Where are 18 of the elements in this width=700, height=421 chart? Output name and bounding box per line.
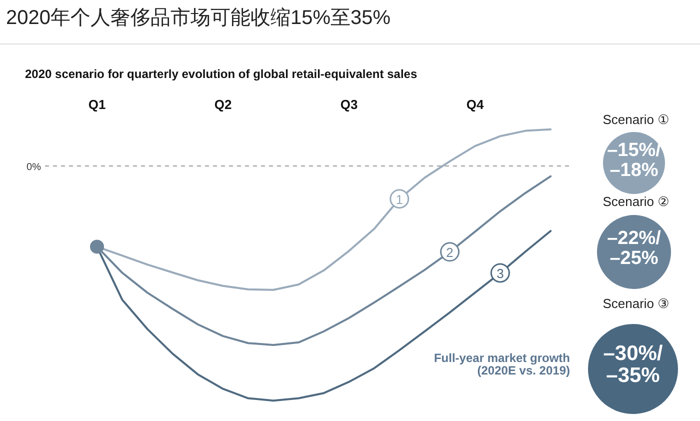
x-tick-label: Q3 (340, 97, 358, 112)
annotation: Full-year market growth (2020E vs. 2019) (434, 351, 570, 378)
text: Scenario ① (602, 112, 670, 127)
chart-subtitle: 2020 scenario for quarterly evolution of global retail-equivalent sales (25, 67, 418, 81)
text: –15%/ –18% (607, 140, 662, 181)
x-tick-label: Q1 (88, 97, 106, 112)
x-tick-label: Q2 (214, 97, 232, 112)
series-label: 1 (396, 192, 404, 207)
series-label: 3 (496, 266, 504, 281)
chart-title: 2020年个人奢侈品市场可能收缩15%至35% (6, 7, 391, 29)
series-label: 2 (446, 244, 454, 260)
ref-line-label: 0% (26, 162, 42, 173)
text: –30%/ –35% (603, 342, 663, 388)
x-tick-label: Q4 (466, 97, 484, 112)
text: Scenario ② (602, 194, 670, 209)
text: Scenario ③ (602, 296, 670, 311)
text: –22%/ –25% (607, 228, 662, 269)
point (90, 240, 104, 254)
